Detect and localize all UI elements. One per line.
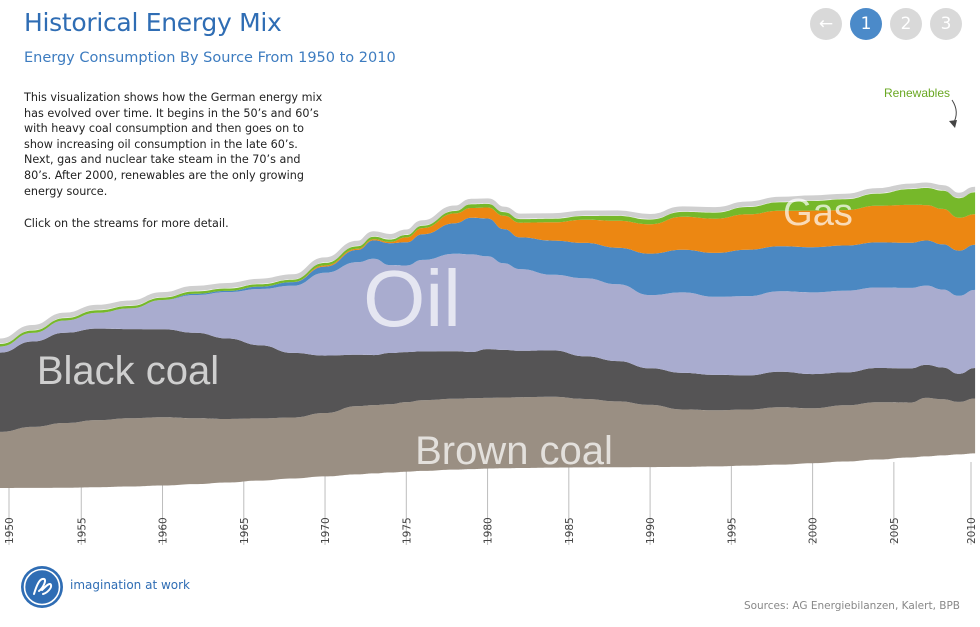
ge-logo-mark	[23, 568, 61, 606]
stream-oil[interactable]	[0, 253, 976, 376]
streams-layer	[0, 182, 976, 488]
stream-labels: Renewables Nuclear Gas Oil Black coal Br…	[37, 86, 957, 473]
x-tick-label: 1980	[483, 517, 495, 544]
x-tick-label: 2005	[889, 517, 901, 544]
stream-nuclear[interactable]	[0, 204, 976, 347]
x-tick-label: 1970	[320, 517, 332, 544]
back-arrow-icon[interactable]: ←	[810, 8, 842, 40]
description-hint: Click on the streams for more detail.	[24, 217, 229, 231]
page-subtitle: Energy Consumption By Source From 1950 t…	[24, 50, 396, 66]
stream-black-coal[interactable]	[0, 328, 976, 432]
x-tick-label: 2010	[966, 517, 978, 544]
stream-renewables[interactable]	[0, 188, 976, 347]
gas-label: Gas	[783, 192, 853, 234]
x-tick-label: 1975	[401, 517, 413, 544]
black-coal-label: Black coal	[37, 349, 219, 393]
nuclear-label: Nuclear	[812, 144, 888, 169]
description: This visualization shows how the German …	[24, 90, 324, 249]
stream-brown-coal[interactable]	[0, 396, 976, 488]
x-tick-label: 2000	[808, 517, 820, 544]
description-paragraph: This visualization shows how the German …	[24, 91, 323, 198]
page-button-1[interactable]: 1	[850, 8, 882, 40]
page-title: Historical Energy Mix	[24, 8, 282, 37]
renewables-pointer-head	[949, 120, 957, 128]
x-tick-label: 1990	[645, 517, 657, 544]
stream-outline	[0, 182, 976, 344]
stream-gas[interactable]	[0, 217, 976, 347]
brown-coal-label: Brown coal	[415, 429, 613, 473]
x-tick-label: 1985	[564, 517, 576, 544]
ge-logo-icon	[21, 566, 63, 608]
page-navigation: ← 1 2 3	[810, 8, 962, 40]
x-tick-label: 1955	[76, 517, 88, 544]
x-tick-label: 1965	[239, 517, 251, 544]
tagline: imagination at work	[70, 578, 190, 592]
renewables-label: Renewables	[884, 86, 950, 100]
x-tick-label: 1995	[726, 517, 738, 544]
sources-note: Sources: AG Energiebilanzen, Kalert, BPB	[743, 600, 960, 612]
oil-label: Oil	[363, 254, 461, 343]
page-button-3[interactable]: 3	[930, 8, 962, 40]
page-button-2[interactable]: 2	[890, 8, 922, 40]
x-tick-label: 1960	[158, 517, 170, 544]
x-tick-label: 1950	[4, 517, 16, 544]
